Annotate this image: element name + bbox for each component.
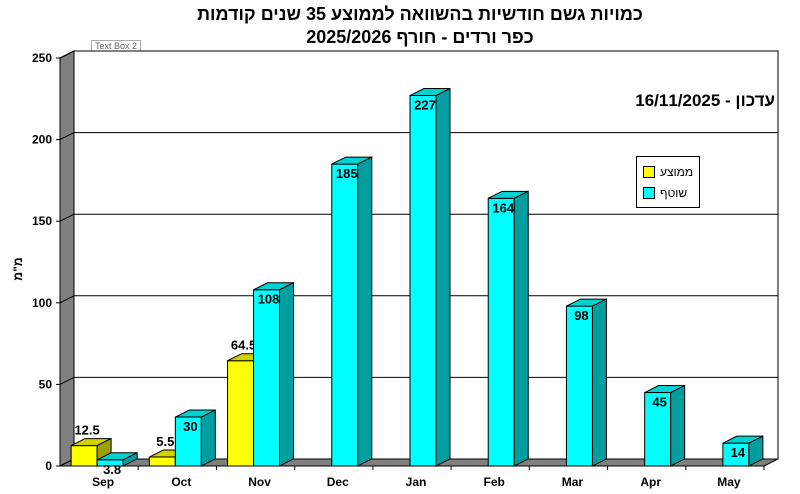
- x-tick-label: May: [717, 475, 741, 489]
- bar-side: [436, 89, 450, 466]
- x-tick-label: Sep: [92, 475, 114, 489]
- data-label: 164: [492, 200, 514, 215]
- x-tick-label: Jan: [406, 475, 427, 489]
- bar-side: [514, 191, 528, 466]
- x-tick-label: Dec: [327, 475, 349, 489]
- bar-side: [671, 386, 685, 466]
- data-label: 64.5: [231, 338, 256, 353]
- bar: [254, 290, 280, 466]
- y-tick-label: 100: [32, 296, 52, 310]
- bar: [488, 198, 514, 466]
- legend-label-average: ממוצע: [660, 165, 693, 179]
- bar: [71, 446, 97, 466]
- bar-side: [280, 283, 294, 466]
- bar: [149, 457, 175, 466]
- data-label: 30: [183, 419, 197, 434]
- x-tick-label: Apr: [640, 475, 661, 489]
- x-tick-label: Mar: [562, 475, 584, 489]
- data-label: 98: [574, 308, 588, 323]
- data-label: 45: [652, 395, 666, 410]
- legend-label-current: שוטף: [660, 186, 687, 200]
- x-tick-label: Feb: [484, 475, 505, 489]
- x-tick-label: Nov: [248, 475, 271, 489]
- y-tick-label: 250: [32, 51, 52, 65]
- bar: [332, 164, 358, 466]
- y-tick-label: 150: [32, 214, 52, 228]
- legend: ממוצע שוטף: [636, 156, 700, 208]
- data-label: 12.5: [74, 423, 99, 438]
- y-tick-label: 200: [32, 133, 52, 147]
- bar: [228, 361, 254, 466]
- data-label: 227: [414, 98, 436, 113]
- data-label: 14: [731, 445, 746, 460]
- legend-item-average: ממוצע: [643, 165, 693, 179]
- legend-swatch-current: [643, 187, 655, 199]
- legend-swatch-average: [643, 166, 655, 178]
- side-wall: [60, 51, 74, 466]
- data-label: 3.8: [103, 462, 121, 477]
- y-axis-label: מ"מ: [11, 249, 25, 289]
- bar-side: [592, 299, 606, 466]
- bar-side: [358, 157, 372, 466]
- x-tick-label: Oct: [171, 475, 191, 489]
- bar: [410, 96, 436, 466]
- y-tick-label: 50: [39, 377, 53, 391]
- bar-side: [201, 410, 215, 466]
- bar: [566, 306, 592, 466]
- data-label: 108: [258, 292, 280, 307]
- y-tick-label: 0: [45, 459, 52, 473]
- legend-item-current: שוטף: [643, 186, 687, 200]
- data-label: 5.5: [156, 434, 174, 449]
- updated-date-label: עדכון - 16/11/2025: [575, 91, 775, 111]
- data-label: 185: [336, 166, 358, 181]
